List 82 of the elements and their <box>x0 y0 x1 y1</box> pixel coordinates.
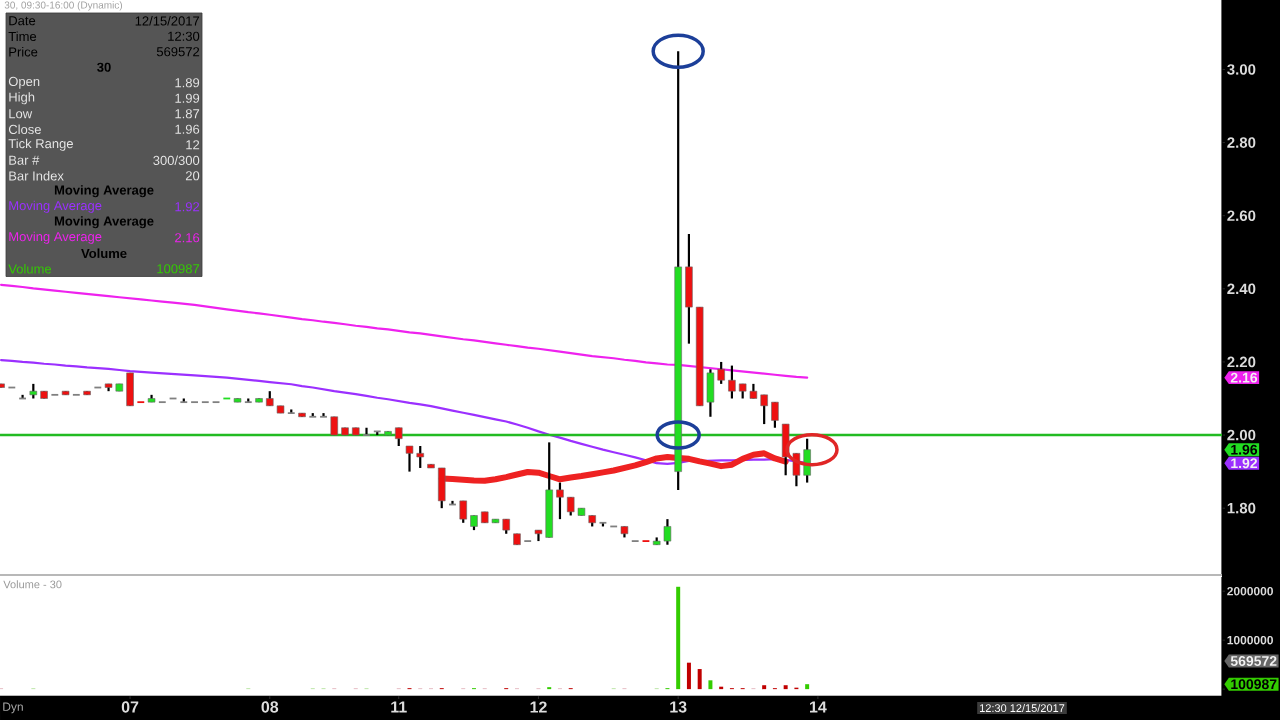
candlestick <box>728 364 736 400</box>
annotation: 12/15/2017 <box>135 15 200 26</box>
annotation: Time <box>8 31 37 42</box>
candlestick <box>50 393 60 396</box>
candlestick <box>136 401 146 404</box>
annotation: 1.87 <box>175 109 200 119</box>
annotation: Moving Average <box>54 216 154 229</box>
annotation: Moving Average <box>54 185 154 198</box>
annotation: 1.89 <box>175 78 200 88</box>
annotation: Low <box>9 109 33 119</box>
y-tick-label: 1000000 <box>1227 635 1273 645</box>
candlestick <box>663 518 672 546</box>
candlestick <box>200 401 210 404</box>
annotation: Close <box>8 124 41 135</box>
annotation: Date <box>9 16 36 26</box>
annotation: 100987 <box>157 264 200 274</box>
candlestick <box>459 499 467 524</box>
candlestick <box>330 415 338 437</box>
y-tick-label: 2000000 <box>1227 586 1273 596</box>
annotation: Bar # <box>9 155 40 165</box>
text: Dyn <box>3 702 23 714</box>
candlestick <box>157 401 167 404</box>
y-tick-label: 2.60 <box>1227 210 1256 221</box>
annotation: Moving Average <box>9 231 102 244</box>
candlestick <box>71 393 81 396</box>
x-tick-label: 12 <box>530 701 547 713</box>
candlestick <box>362 426 371 437</box>
x-tick-label: 08 <box>261 701 279 713</box>
y-tick-label: 2.80 <box>1227 137 1256 148</box>
bar <box>783 685 788 690</box>
annotation: 1.99 <box>175 93 200 103</box>
x-tick-label: 14 <box>810 701 827 713</box>
annotation: High <box>9 92 35 105</box>
annotation: 569572 <box>156 47 200 57</box>
annotation: 1.92 <box>175 202 200 212</box>
x-tick-label: 07 <box>121 701 139 713</box>
annotation: Bar Index <box>9 170 64 181</box>
x-tick-label: 13 <box>670 701 687 713</box>
text: 1.96 <box>1231 444 1258 455</box>
text: 569572 <box>1230 656 1277 666</box>
bar <box>697 669 702 690</box>
bar <box>762 685 767 690</box>
text: 100987 <box>1231 679 1277 690</box>
candlestick <box>771 401 779 429</box>
annotation: 12:30 <box>168 31 200 41</box>
annotation: 12 <box>186 140 200 150</box>
candlestick <box>717 360 725 385</box>
y-tick-label: 1.80 <box>1227 502 1256 514</box>
candlestick <box>395 426 403 448</box>
annotation: 20 <box>185 171 200 181</box>
candlestick <box>760 393 768 426</box>
annotation: 30 <box>97 62 111 72</box>
annotation: Moving Average <box>9 200 102 213</box>
candlestick <box>211 401 221 404</box>
candlestick <box>556 481 564 521</box>
text: 1.92 <box>1231 458 1258 469</box>
annotation: Volume <box>8 263 52 274</box>
candlestick <box>566 496 575 517</box>
y-tick-label: 2.20 <box>1227 356 1256 368</box>
text: 12:30 12/15/2017 <box>980 703 1065 713</box>
bar <box>805 684 810 690</box>
text: 2.16 <box>1230 372 1258 383</box>
candlestick <box>190 401 199 404</box>
y-tick-label: 2.00 <box>1227 429 1256 441</box>
annotation: 1.96 <box>175 124 200 134</box>
annotation: 300/300 <box>153 155 200 166</box>
annotation: Open <box>8 76 40 89</box>
candlestick <box>416 444 424 470</box>
bar <box>708 680 713 690</box>
y-tick-label: 3.00 <box>1227 64 1256 75</box>
bar <box>686 662 691 690</box>
annotation: 2.16 <box>175 233 200 243</box>
chart-title: Volume - 30 <box>3 580 62 589</box>
annotation: Tick Range <box>8 138 73 151</box>
bar <box>676 586 681 690</box>
chart-title: 30, 09:30-16:00 (Dynamic) <box>4 1 123 11</box>
candlestick <box>319 412 328 418</box>
x-tick-label: 11 <box>391 701 407 713</box>
annotation: Volume <box>81 248 127 259</box>
candlestick <box>405 444 414 473</box>
y-tick-label: 2.40 <box>1227 283 1256 295</box>
annotation: Price <box>9 46 38 57</box>
